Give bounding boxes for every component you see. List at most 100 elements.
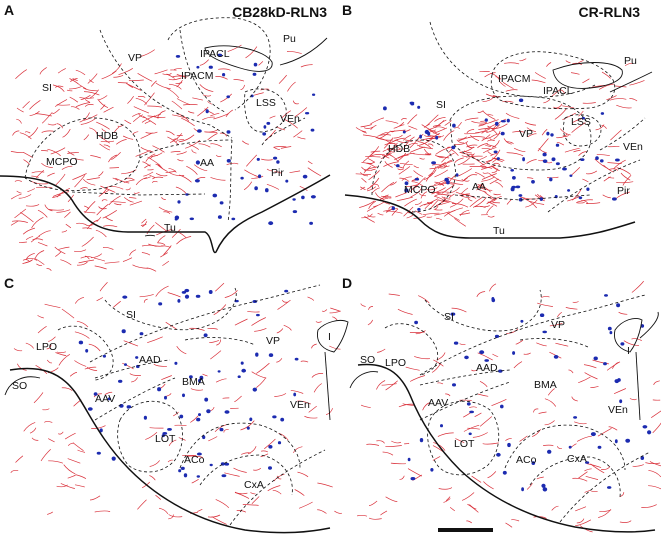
neuron-dot [604, 294, 608, 297]
neuron-dot [581, 116, 585, 120]
neuron-dot [466, 402, 471, 406]
nerve-fiber [118, 68, 133, 76]
nerve-fiber [406, 183, 420, 187]
nerve-fiber [210, 112, 220, 117]
nerve-fiber [190, 388, 204, 391]
nerve-fiber [463, 177, 468, 182]
nerve-fiber [69, 86, 82, 90]
nerve-fiber [103, 106, 114, 113]
neuron-dot [177, 200, 181, 204]
anatomical-outline [324, 351, 331, 421]
nerve-fiber [425, 153, 432, 155]
neuron-dot [194, 179, 200, 183]
nerve-fiber [489, 283, 497, 292]
neuron-dot [404, 188, 409, 193]
anatomical-outline [279, 37, 328, 66]
nerve-fiber [544, 398, 557, 407]
nerve-fiber [87, 73, 98, 84]
nerve-fiber [281, 110, 291, 119]
nerve-fiber [585, 475, 599, 480]
nerve-fiber [179, 174, 192, 183]
nerve-fiber [461, 179, 470, 182]
nerve-fiber [396, 196, 413, 202]
nerve-fiber [258, 61, 264, 66]
nerve-fiber [109, 167, 120, 169]
nerve-fiber [365, 155, 381, 158]
nerve-fiber [398, 166, 411, 175]
nerve-fiber [188, 143, 200, 150]
nerve-fiber [388, 205, 394, 210]
region-boundary [57, 325, 114, 381]
nerve-fiber [565, 60, 571, 64]
anatomical-outline [609, 71, 653, 93]
neuron-dot [266, 121, 271, 125]
neuron-dot [255, 352, 259, 357]
nerve-fiber [361, 177, 367, 183]
nerve-fiber [278, 74, 287, 84]
nerve-fiber [602, 194, 611, 199]
nerve-fiber [69, 96, 79, 103]
nerve-fiber [595, 124, 605, 131]
nerve-fiber [397, 152, 407, 162]
nerve-fiber [466, 129, 475, 134]
neuron-dot [256, 157, 260, 161]
nerve-fiber [417, 140, 430, 147]
nerve-fiber [261, 158, 273, 161]
nerve-fiber [157, 235, 166, 243]
nerve-fiber [41, 150, 49, 152]
nerve-fiber [103, 225, 118, 228]
region-boundary [229, 449, 326, 526]
nerve-fiber [492, 140, 500, 148]
nerve-fiber [464, 132, 480, 135]
nerve-fiber [585, 202, 601, 204]
nerve-fiber [155, 172, 168, 177]
region-boundary [490, 51, 616, 110]
neuron-dot [241, 368, 246, 373]
neuron-dot [208, 65, 213, 69]
region-label: Tu [164, 222, 176, 234]
neuron-dot [301, 195, 305, 200]
neuron-dot [424, 129, 430, 135]
nerve-fiber [244, 169, 260, 178]
nerve-fiber [207, 101, 212, 105]
region-boundary [167, 17, 271, 111]
region-label: BMA [182, 376, 205, 388]
nerve-fiber [375, 192, 384, 200]
neuron-dot [249, 417, 253, 422]
fiber-layer [132, 44, 322, 195]
nerve-fiber [84, 205, 90, 210]
region-label: SI [42, 82, 52, 94]
nerve-fiber [108, 195, 121, 206]
panel-b: B CR-RLN3 Pu IPACM IPACL SI VP LSS VEn H… [342, 2, 653, 239]
region-label: IPACM [498, 73, 530, 85]
neuron-dot [237, 375, 241, 379]
nerve-fiber [585, 170, 598, 175]
nerve-fiber [477, 393, 489, 397]
nerve-fiber [404, 442, 410, 445]
region-label: LSS [256, 97, 276, 109]
nerve-fiber [178, 134, 195, 143]
region-label: AA [200, 157, 214, 169]
nerve-fiber [35, 250, 45, 259]
neuron-dot [158, 302, 163, 306]
nerve-fiber [143, 298, 148, 303]
nerve-fiber [387, 148, 395, 153]
nerve-fiber [55, 251, 62, 257]
nerve-fiber [464, 117, 479, 121]
nerve-fiber [25, 253, 35, 260]
nerve-fiber [139, 49, 155, 58]
nerve-fiber [382, 155, 390, 159]
nerve-fiber [141, 252, 151, 256]
nerve-fiber [505, 89, 518, 92]
nerve-fiber [596, 154, 610, 157]
nerve-fiber [611, 361, 619, 369]
nerve-fiber [415, 177, 426, 189]
nerve-fiber [215, 378, 227, 383]
nerve-fiber [459, 152, 474, 156]
nerve-fiber [57, 68, 66, 74]
nerve-fiber [476, 291, 486, 297]
nerve-fiber [571, 396, 578, 402]
nerve-fiber [388, 293, 400, 296]
neuron-dot [500, 131, 505, 136]
